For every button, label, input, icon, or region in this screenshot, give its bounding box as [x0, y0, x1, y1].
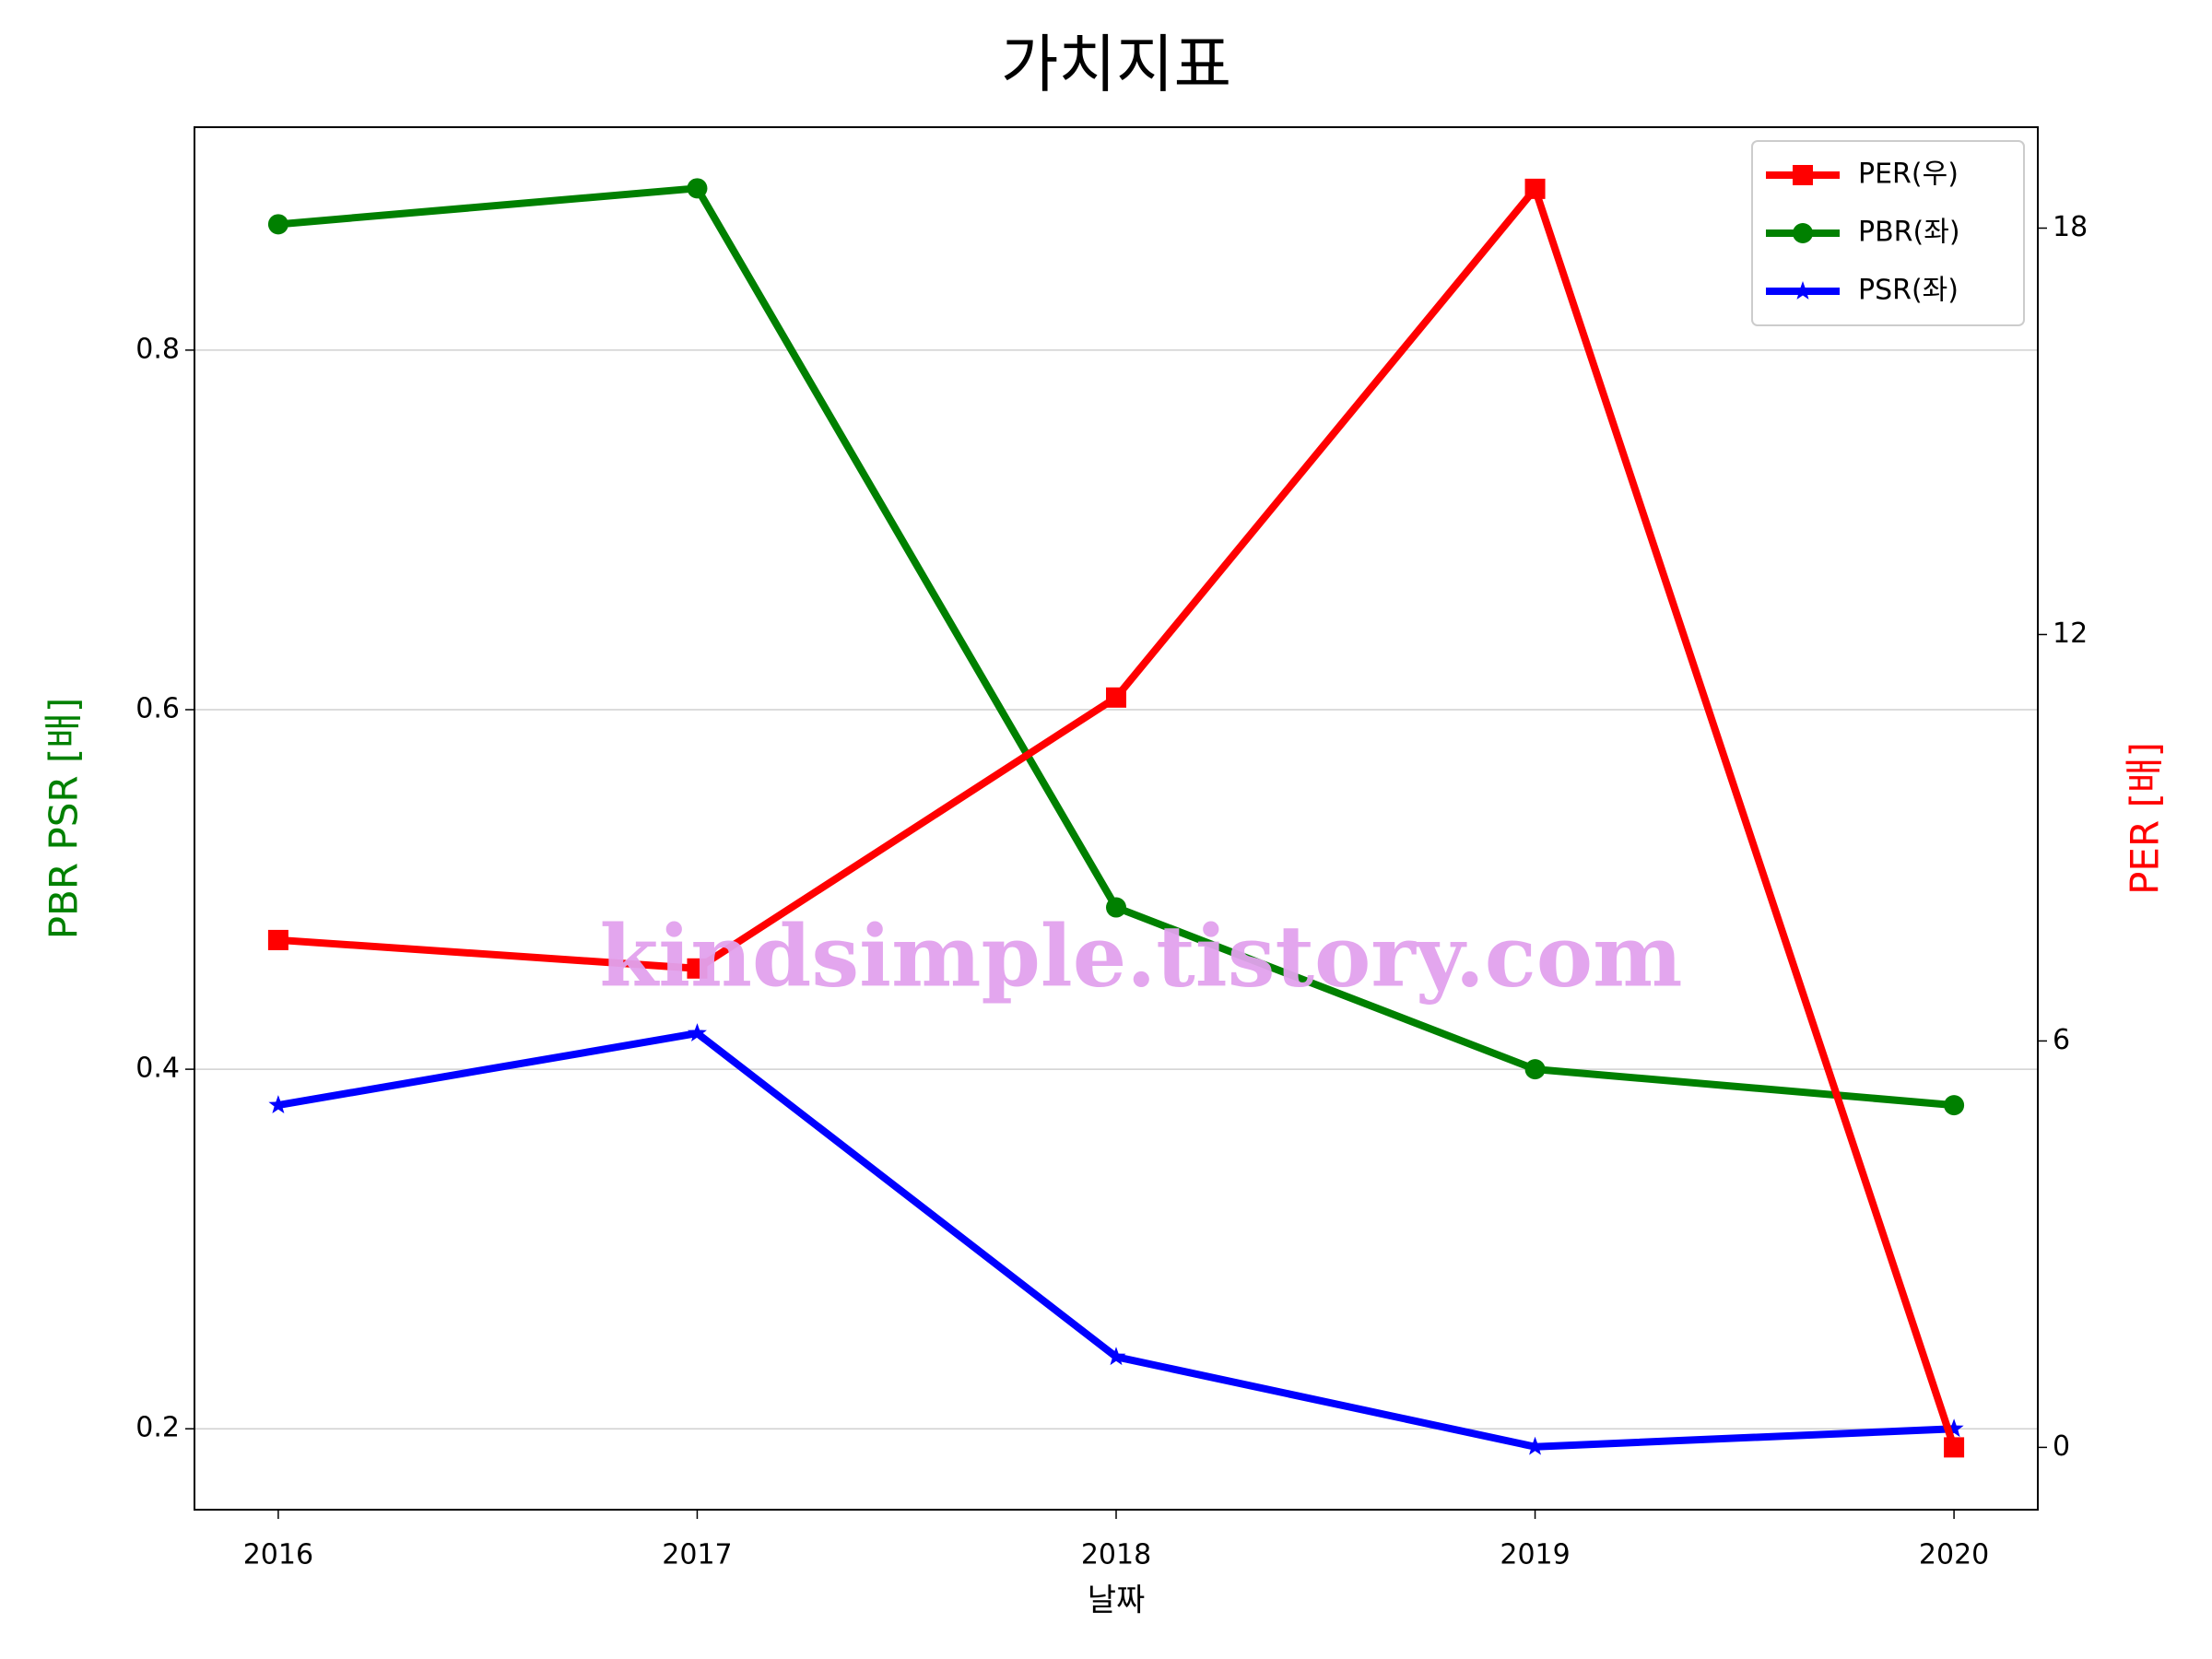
marker-circle — [1793, 223, 1813, 243]
marker-star — [1525, 1436, 1545, 1455]
marker-star — [268, 1095, 288, 1113]
plot-frame — [194, 126, 2039, 1511]
marker-circle — [267, 214, 288, 235]
legend: PER(우) PBR(좌) PSR(좌) — [1751, 140, 2025, 326]
marker-star — [1944, 1418, 1964, 1438]
chart-title: 가치지표 — [1001, 29, 1231, 102]
marker-square — [1793, 165, 1813, 185]
marker-square — [267, 929, 288, 950]
watermark: kindsimple.tistory.com — [599, 907, 1682, 1006]
y2-tick-label: 18 — [2053, 211, 2088, 243]
marker-square — [1524, 178, 1546, 199]
x-tick-label: 2016 — [243, 1539, 313, 1571]
y-tick-label: 0.6 — [135, 692, 180, 724]
y-tick-label: 0.4 — [135, 1053, 180, 1085]
marker-circle — [1524, 1059, 1546, 1080]
marker-circle — [1944, 1095, 1965, 1116]
legend-label: PER(우) — [1858, 159, 1959, 191]
legend-box — [1751, 140, 2025, 326]
marker-circle — [1106, 897, 1126, 918]
x-axis-label: 날짜 — [1088, 1583, 1146, 1619]
marker-circle — [687, 178, 708, 199]
marker-square — [1106, 687, 1126, 708]
y2-tick-label: 6 — [2053, 1024, 2070, 1056]
y-tick-label: 0.2 — [135, 1412, 180, 1444]
marker-star — [1106, 1347, 1126, 1366]
marker-star — [688, 1023, 707, 1041]
x-tick-label: 2018 — [1081, 1539, 1151, 1571]
y2-tick-label: 0 — [2053, 1430, 2070, 1463]
marker-square — [687, 958, 708, 979]
x-tick-label: 2019 — [1500, 1539, 1570, 1571]
marker-square — [1944, 1437, 1965, 1458]
legend-label: PSR(좌) — [1858, 275, 1959, 307]
x-tick-label: 2017 — [662, 1539, 732, 1571]
y2-tick-label: 12 — [2053, 618, 2088, 650]
y-axis-label: PBR PSR [배] — [41, 698, 87, 940]
marker-star — [1793, 281, 1813, 300]
x-tick-label: 2020 — [1919, 1539, 1989, 1571]
y2-axis-label: PER [배] — [2123, 742, 2168, 895]
y-tick-label: 0.8 — [135, 333, 180, 365]
legend-label: PBR(좌) — [1858, 217, 1960, 249]
